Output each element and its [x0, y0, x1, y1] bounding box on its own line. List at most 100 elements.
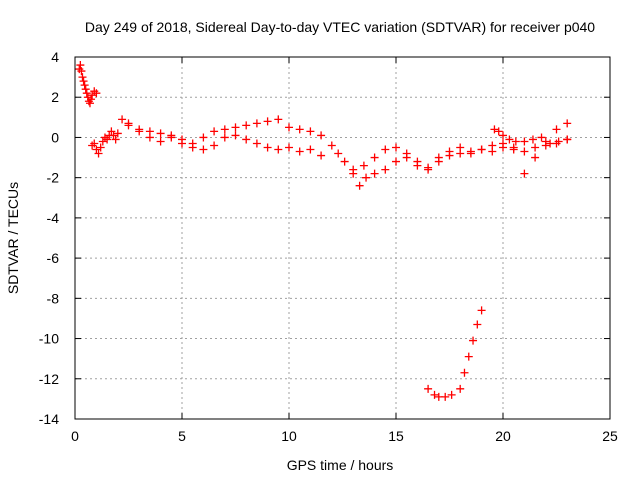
y-tick-label: -14 [39, 411, 59, 427]
data-point [505, 135, 514, 144]
data-point [188, 143, 197, 152]
x-tick-label: 0 [71, 428, 79, 444]
data-point [424, 163, 433, 172]
data-point [424, 384, 433, 393]
series-track-b [124, 121, 336, 160]
data-point [88, 141, 97, 150]
x-tick-label: 5 [178, 428, 186, 444]
data-point [554, 137, 563, 146]
data-point [79, 77, 88, 86]
data-point [546, 139, 555, 148]
data-point [92, 89, 101, 98]
y-tick-label: -10 [39, 331, 59, 347]
data-point [96, 143, 105, 152]
data-point [285, 143, 293, 152]
data-point [124, 121, 133, 130]
data-point [509, 143, 518, 152]
data-point [118, 115, 127, 124]
data-point [76, 61, 85, 70]
data-point [109, 131, 118, 140]
y-tick-label: 4 [51, 49, 59, 65]
data-point [434, 153, 443, 162]
series-track-e [490, 125, 572, 148]
x-axis-label: GPS time / hours [287, 457, 394, 473]
data-point [488, 141, 497, 150]
series-track-a [118, 115, 326, 148]
data-point [447, 390, 456, 399]
data-point [334, 149, 343, 158]
y-axis-label: SDTVAR / TECUs [5, 182, 21, 294]
data-point [78, 73, 87, 82]
chart-title: Day 249 of 2018, Sidereal Day-to-day VTE… [85, 19, 595, 35]
data-point [242, 135, 251, 144]
data-point [75, 65, 84, 74]
data-point [274, 115, 283, 124]
y-tick-label: -8 [47, 290, 60, 306]
data-point [317, 151, 326, 160]
data-point [528, 135, 537, 144]
plot-frame [74, 56, 611, 420]
data-point [90, 87, 99, 96]
data-point [81, 85, 90, 94]
data-point [370, 153, 379, 162]
data-point [520, 147, 529, 156]
data-point [441, 392, 450, 401]
data-point [77, 67, 86, 76]
data-point [295, 125, 304, 134]
y-tick-label: -12 [39, 371, 59, 387]
data-point [370, 169, 379, 178]
y-tick-label: -2 [47, 170, 60, 186]
data-point [231, 123, 240, 132]
x-tick-label: 20 [495, 428, 511, 444]
data-point [362, 173, 371, 182]
series-early-low [88, 127, 122, 158]
data-point [445, 147, 454, 156]
data-point [94, 149, 103, 158]
data-point [563, 119, 572, 128]
data-point [306, 127, 315, 136]
data-point [242, 121, 251, 130]
data-markers [75, 61, 572, 401]
data-point [520, 169, 529, 178]
data-point [167, 133, 176, 142]
data-point [499, 139, 507, 148]
data-point [231, 131, 240, 140]
y-tick-label: -6 [47, 250, 60, 266]
data-point [430, 390, 439, 399]
data-point [541, 137, 550, 146]
data-point [520, 137, 529, 146]
data-point [90, 139, 99, 148]
data-point [552, 125, 561, 134]
data-point [210, 141, 219, 150]
data-point [456, 384, 465, 393]
data-point [469, 336, 478, 345]
data-point [178, 139, 186, 148]
data-point [199, 133, 208, 142]
y-tick-label: 0 [51, 129, 59, 145]
data-point [402, 149, 411, 158]
data-point [392, 157, 400, 166]
data-point [499, 131, 507, 140]
grid-lines [75, 57, 610, 419]
series-low-arc [424, 306, 486, 401]
data-point [100, 133, 109, 142]
data-point [98, 137, 107, 146]
data-point [511, 137, 520, 146]
data-point [531, 143, 540, 152]
data-point [145, 133, 154, 142]
data-point [92, 145, 101, 154]
data-point [85, 99, 94, 108]
data-point [199, 145, 208, 154]
y-tick-label: 2 [51, 89, 59, 105]
data-point [252, 139, 261, 148]
data-point [381, 165, 390, 174]
data-point [317, 131, 326, 140]
y-tick-label: -4 [47, 210, 60, 226]
data-point [464, 352, 473, 361]
data-point [355, 181, 364, 190]
data-point [327, 141, 336, 150]
data-point [156, 137, 165, 146]
data-point [490, 125, 499, 134]
x-tick-label: 10 [281, 428, 297, 444]
